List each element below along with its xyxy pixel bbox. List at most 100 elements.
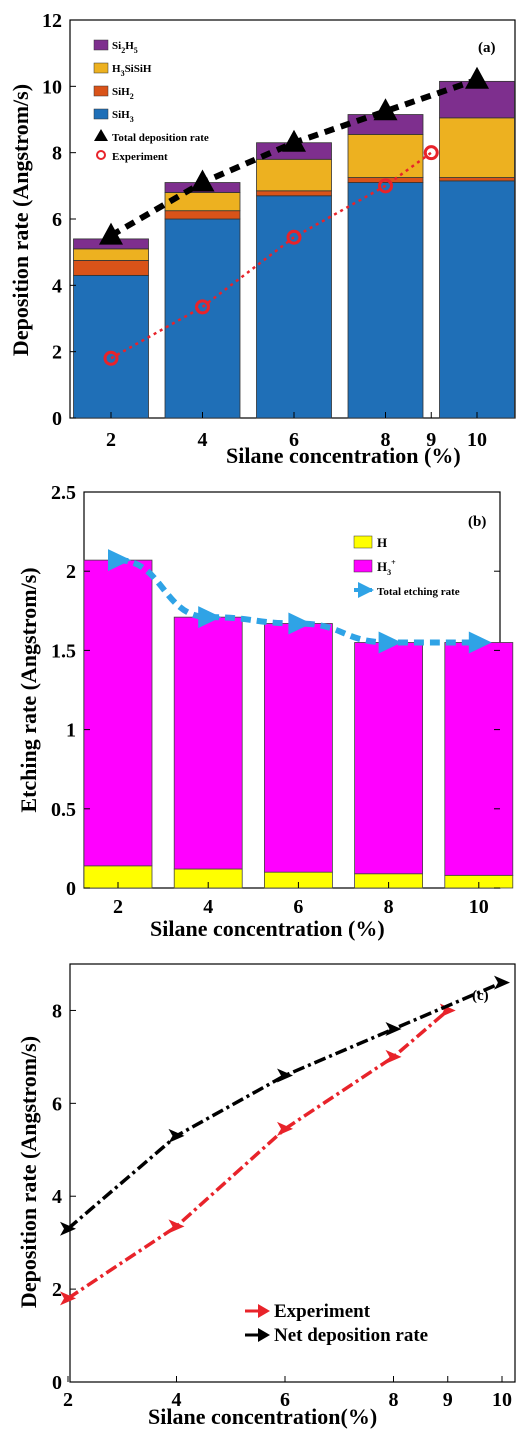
y-tick-label: 8 (52, 143, 62, 165)
panel-c-label: (c) (472, 988, 489, 1004)
y-tick-label: 6 (52, 209, 62, 231)
legend-swatch-SiH2 (93, 85, 109, 97)
panel-b: (b) 0 0.5 1 1.5 2 2.5 2 4 6 8 10 H H3+ Total etchin… (16, 482, 514, 941)
x-tick-label: 10 (467, 429, 487, 451)
bar-SiH3-4 (164, 218, 241, 419)
x-tick-label: 9 (443, 1389, 453, 1411)
marker-Net deposition rate (494, 975, 510, 990)
legend-label-Net deposition rate: Net deposition rate (274, 1325, 428, 1346)
marker-Net deposition rate (277, 1068, 293, 1083)
y-tick-label: 0 (66, 878, 76, 900)
legend-label-experiment: Experiment (112, 151, 168, 163)
legend-label-total-etching-rate: Total etching rate (377, 586, 460, 598)
panel-a-x-axis-title: Silane concentration (%) (226, 443, 461, 468)
bar-H3+-8 (354, 642, 424, 875)
y-tick-label: 10 (42, 76, 62, 98)
panel-b-legend: H H3+ Total etching rate (353, 535, 460, 598)
legend-label-H3+: H3+ (377, 558, 396, 577)
bar-SiH3-2 (73, 274, 149, 419)
marker-Experiment (277, 1121, 293, 1136)
bar-H3SiSiH-6 (256, 158, 332, 192)
bar-H3SiSiH-10 (439, 117, 515, 178)
panel-a-y-axis-title: Deposition rate (Angstrom/s) (8, 84, 33, 356)
bar-H3+-2 (83, 559, 153, 867)
legend-swatch-H (353, 535, 373, 549)
legend-marker-Net deposition rate (258, 1328, 270, 1342)
marker-Net deposition rate (385, 1022, 402, 1037)
bar-SiH3-10 (439, 180, 515, 419)
x-tick-label: 8 (381, 429, 391, 451)
legend-label-Si2H5: Si2H5 (112, 40, 138, 55)
panel-c-x-axis-title: Silane concentration(%) (148, 1404, 377, 1429)
experiment-marker (103, 350, 119, 366)
x-tick-label: 6 (280, 1389, 290, 1411)
legend-label-H3SiSiH: H3SiSiH (112, 63, 152, 78)
legend-marker-Experiment (258, 1304, 270, 1318)
bar-SiH2-4 (164, 210, 241, 220)
x-tick-label: 10 (492, 1389, 512, 1411)
total-etching-rate-marker (378, 631, 402, 654)
x-tick-label: 2 (113, 896, 123, 918)
legend-label-SiH3: SiH3 (112, 109, 134, 124)
legend-label-Experiment: Experiment (274, 1301, 371, 1322)
marker-Experiment (60, 1291, 76, 1306)
y-tick-label: 1 (66, 720, 76, 742)
marker-Experiment (385, 1049, 402, 1064)
legend-swatch-Si2H5 (93, 39, 109, 51)
x-tick-label: 8 (389, 1389, 399, 1411)
panel-a-legend: Si2H5 H3SiSiH SiH2 SiH3 Total deposition rat… (93, 39, 209, 163)
x-tick-label: 9 (426, 429, 436, 451)
total-etching-rate-marker (108, 549, 131, 572)
total-deposition-rate-marker (282, 129, 306, 152)
y-tick-label: 2 (52, 342, 62, 364)
y-tick-label: 4 (52, 275, 62, 297)
legend-marker-total-deposition-rate (94, 129, 108, 141)
y-tick-label: 2 (52, 1279, 62, 1301)
legend-swatch-H3SiSiH (93, 62, 109, 74)
experiment-marker (423, 145, 439, 161)
legend-marker-experiment (96, 150, 106, 160)
legend-swatch-SiH3 (93, 108, 109, 120)
legend-label-H: H (377, 535, 387, 550)
x-tick-label: 10 (469, 896, 489, 918)
panel-c-y-axis-title: Deposition rate (Angstrom/s) (16, 1036, 41, 1308)
experiment-line (110, 151, 432, 360)
x-tick-label: 4 (172, 1389, 182, 1411)
x-tick-label: 6 (293, 896, 303, 918)
experiment-marker (195, 299, 210, 315)
y-tick-label: 4 (52, 1186, 62, 1208)
x-tick-label: 4 (198, 429, 208, 451)
bar-SiH3-6 (256, 195, 332, 419)
total-etching-rate-marker (288, 612, 312, 635)
legend-marker-total-etching-rate (358, 582, 374, 598)
panel-c-frame (69, 963, 516, 1383)
experiment-marker (286, 229, 302, 245)
line-Net deposition rate (66, 980, 503, 1231)
bar-SiH2-2 (73, 260, 149, 276)
y-tick-label: 0 (52, 408, 62, 430)
marker-Net deposition rate (168, 1128, 185, 1143)
total-deposition-rate-marker (190, 169, 215, 192)
bar-H3+-10 (444, 642, 514, 876)
y-tick-label: 0.5 (51, 799, 76, 821)
legend-label-total-deposition-rate: Total deposition rate (112, 132, 209, 144)
x-tick-label: 2 (63, 1389, 73, 1411)
y-tick-label: 0 (52, 1372, 62, 1394)
total-deposition-rate-marker (373, 98, 398, 121)
x-tick-label: 8 (384, 896, 394, 918)
bar-H3SiSiH-8 (347, 134, 424, 178)
y-tick-label: 6 (52, 1093, 62, 1115)
total-deposition-rate-marker (465, 66, 489, 89)
panel-b-label: (b) (468, 514, 486, 530)
marker-Net deposition rate (60, 1221, 76, 1236)
bar-H3+-6 (263, 623, 333, 873)
y-tick-label: 2 (66, 561, 76, 583)
x-tick-label: 2 (106, 429, 116, 451)
legend-label-SiH2: SiH2 (112, 86, 134, 101)
total-deposition-rate-marker (99, 222, 123, 245)
total-etching-rate-marker (198, 606, 222, 629)
panel-b-x-axis-title: Silane concentration (%) (150, 916, 385, 941)
bar-SiH2-10 (439, 177, 515, 182)
